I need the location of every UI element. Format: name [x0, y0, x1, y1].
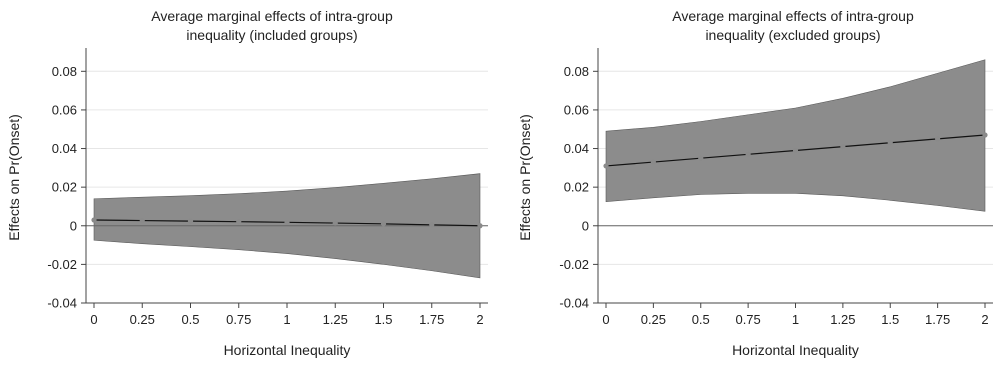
x-tick-label: 1.25 — [323, 312, 348, 327]
y-axis-label: Effects on Pr(Onset) — [6, 114, 22, 241]
data-point-2 — [698, 155, 704, 161]
x-tick-label: 1 — [283, 312, 290, 327]
data-point-6 — [887, 140, 893, 146]
y-tick-label: 0.04 — [52, 141, 77, 156]
x-tick-label: 0.75 — [226, 312, 251, 327]
x-tick-label: 1.25 — [830, 312, 855, 327]
data-point-1 — [650, 159, 656, 165]
chart-title-line-1: Average marginal effects of intra-group — [151, 8, 393, 24]
data-point-8 — [982, 132, 988, 138]
x-tick-label: 0.75 — [735, 312, 760, 327]
y-tick-label: -0.04 — [559, 296, 589, 311]
y-tick-label: 0 — [70, 218, 77, 233]
x-tick-label: 0.25 — [130, 312, 155, 327]
x-tick-label: 1.5 — [881, 312, 899, 327]
x-tick-label: 0.5 — [181, 312, 199, 327]
data-point-5 — [840, 144, 846, 150]
x-tick-label: 0 — [602, 312, 609, 327]
data-point-7 — [429, 222, 435, 228]
data-point-8 — [477, 223, 483, 229]
y-tick-label: -0.04 — [47, 296, 77, 311]
y-tick-label: 0.02 — [52, 180, 77, 195]
y-tick-label: 0.06 — [52, 102, 77, 117]
chart-title-line-1: Average marginal effects of intra-group — [672, 8, 914, 24]
data-point-0 — [603, 163, 609, 169]
data-point-0 — [91, 217, 97, 223]
x-tick-label: 2 — [981, 312, 988, 327]
x-tick-label: 1.75 — [419, 312, 444, 327]
chart-title-line-2: inequality (excluded groups) — [705, 27, 880, 43]
y-tick-label: -0.02 — [47, 257, 77, 272]
data-point-3 — [745, 151, 751, 157]
x-tick-label: 1.75 — [925, 312, 950, 327]
y-tick-label: 0.08 — [564, 64, 589, 79]
x-tick-label: 1.5 — [374, 312, 392, 327]
data-point-4 — [284, 219, 290, 225]
chart-title-line-2: inequality (included groups) — [186, 27, 357, 43]
data-point-1 — [139, 217, 145, 224]
x-tick-label: 0.25 — [641, 312, 666, 327]
y-tick-label: 0 — [582, 218, 589, 233]
data-point-3 — [236, 219, 242, 225]
x-tick-label: 0.5 — [692, 312, 710, 327]
y-tick-label: 0.04 — [564, 141, 589, 156]
y-tick-label: 0.06 — [564, 102, 589, 117]
confidence-band — [605, 59, 986, 212]
y-axis-label: Effects on Pr(Onset) — [517, 114, 533, 241]
x-axis-label: Horizontal Inequality — [732, 342, 859, 358]
y-tick-label: 0.08 — [52, 64, 77, 79]
data-point-4 — [792, 147, 799, 154]
data-point-5 — [332, 220, 338, 226]
x-axis-label: Horizontal Inequality — [224, 342, 351, 358]
y-tick-label: -0.02 — [559, 257, 589, 272]
data-point-7 — [935, 136, 941, 142]
chart-panel-1: -0.04 -0.02 0 0.02 0.04 0.06 0.08 0 0.25 0.5 0.75 1… — [6, 8, 488, 358]
x-tick-label: 1 — [792, 312, 799, 327]
x-tick-label: 0 — [90, 312, 97, 327]
x-tick-label: 2 — [476, 312, 483, 327]
data-point-6 — [380, 221, 387, 227]
y-tick-label: 0.02 — [564, 180, 589, 195]
data-point-2 — [187, 218, 194, 224]
chart-panel-2: -0.04 -0.02 0 0.02 0.04 0.06 0.08 0 0.25 0.5 0.75 1… — [517, 8, 993, 358]
